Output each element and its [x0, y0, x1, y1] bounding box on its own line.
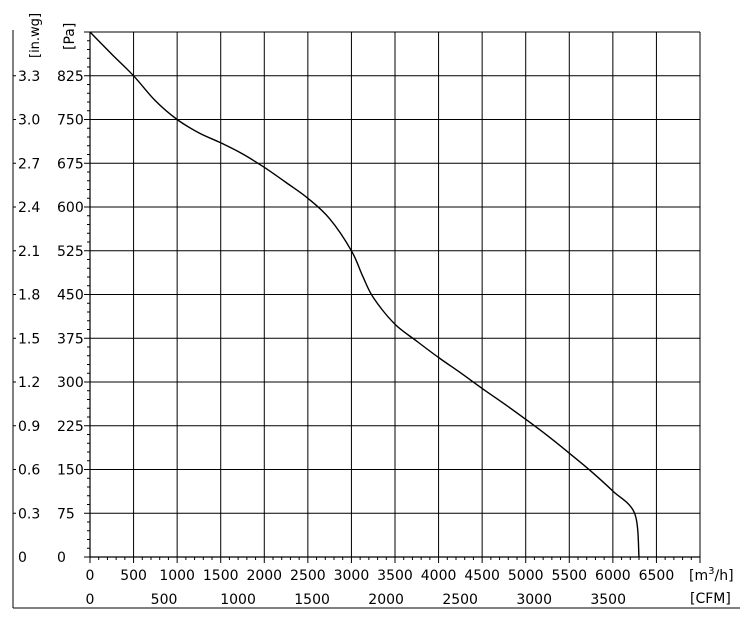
y-tick-label-pa: 0	[57, 550, 66, 566]
y-axis-pa-ticks: 0 75 150 225 300 375 450 525 600 675 750 825	[57, 69, 84, 566]
x-axis-unit-base: [m	[689, 568, 708, 584]
x-tick-label-m3h: 2000	[246, 568, 282, 584]
x-tick-label-m3h: 1000	[159, 568, 195, 584]
series-curve	[89, 31, 640, 558]
x-tick-label-m3h: 2500	[290, 568, 326, 584]
x-tick-label-cfm: 500	[151, 592, 178, 608]
y-tick-label-inwg: 2.7	[18, 156, 40, 172]
performance-curve	[89, 31, 640, 558]
y-tick-label-pa: 300	[57, 375, 84, 391]
x-tick-label-m3h: 5500	[551, 568, 587, 584]
y-tick-label-pa: 75	[57, 506, 75, 522]
x-tick-label-m3h: 3000	[334, 568, 370, 584]
x-tick-label-cfm: 0	[86, 592, 95, 608]
x-axis-cfm-ticks: 0 500 1000 1500 2000 2500 3000 3500	[86, 592, 626, 608]
x-axis-cfm-unit: [CFM]	[690, 591, 731, 607]
y-tick-label-inwg: 3.0	[18, 113, 40, 129]
y-tick-label-pa: 600	[57, 200, 84, 216]
x-tick-label-cfm: 2500	[442, 592, 478, 608]
x-tick-label-m3h: 0	[86, 568, 95, 584]
y-tick-label-pa: 225	[57, 419, 84, 435]
y-axis-inwg-unit: [in.wg]	[28, 13, 43, 58]
y-axis-pa-unit: [Pa]	[62, 23, 78, 50]
axes	[12, 30, 740, 609]
y-tick-label-inwg: 0.3	[18, 506, 40, 522]
y-tick-label-inwg: 1.8	[18, 288, 40, 304]
y-tick-label-pa: 750	[57, 113, 84, 129]
x-tick-label-m3h: 6000	[595, 568, 631, 584]
y-tick-label-pa: 150	[57, 463, 84, 479]
x-axis-unit-sup: 3	[708, 566, 714, 577]
y-tick-label-inwg: 2.4	[18, 200, 40, 216]
y-tick-label-pa: 825	[57, 69, 84, 85]
x-tick-label-m3h: 4000	[421, 568, 457, 584]
y-tick-label-inwg: 0.6	[18, 463, 40, 479]
x-tick-label-m3h: 6500	[639, 568, 675, 584]
y-tick-label-inwg: 0.9	[18, 419, 40, 435]
y-tick-label-pa: 450	[57, 288, 84, 304]
y-axis-inwg-ticks: 0 0.3 0.6 0.9 1.2 1.5 1.8 2.1 2.4 2.7 3.0 3.3	[18, 69, 40, 566]
y-tick-label-inwg: 0	[18, 550, 27, 566]
y-tick-label-pa: 375	[57, 331, 84, 347]
y-tick-label-inwg: 3.3	[18, 69, 40, 85]
x-tick-label-cfm: 3500	[590, 592, 626, 608]
y-tick-label-inwg: 1.2	[18, 375, 40, 391]
x-tick-label-m3h: 1500	[203, 568, 239, 584]
x-tick-label-cfm: 3000	[516, 592, 552, 608]
x-tick-label-cfm: 2000	[368, 592, 404, 608]
x-tick-label-cfm: 1500	[294, 592, 330, 608]
y-tick-label-pa: 525	[57, 244, 84, 260]
x-axis-unit-tail: /h]	[714, 568, 733, 584]
y-tick-label-pa: 675	[57, 156, 84, 172]
y-tick-label-inwg: 1.5	[18, 331, 40, 347]
x-tick-label-m3h: 3500	[377, 568, 413, 584]
y-tick-label-inwg: 2.1	[18, 244, 40, 260]
x-axis-m3h-ticks: 0 500 1000 1500 2000 2500 3000 3500 4000 4500 5000…	[86, 568, 675, 584]
grid	[90, 31, 701, 557]
x-axis-m3h-unit: [m3/h]	[689, 566, 734, 584]
x-tick-label-m3h: 5000	[508, 568, 544, 584]
x-tick-label-cfm: 1000	[220, 592, 256, 608]
x-tick-label-m3h: 4500	[464, 568, 500, 584]
x-tick-label-m3h: 500	[120, 568, 147, 584]
